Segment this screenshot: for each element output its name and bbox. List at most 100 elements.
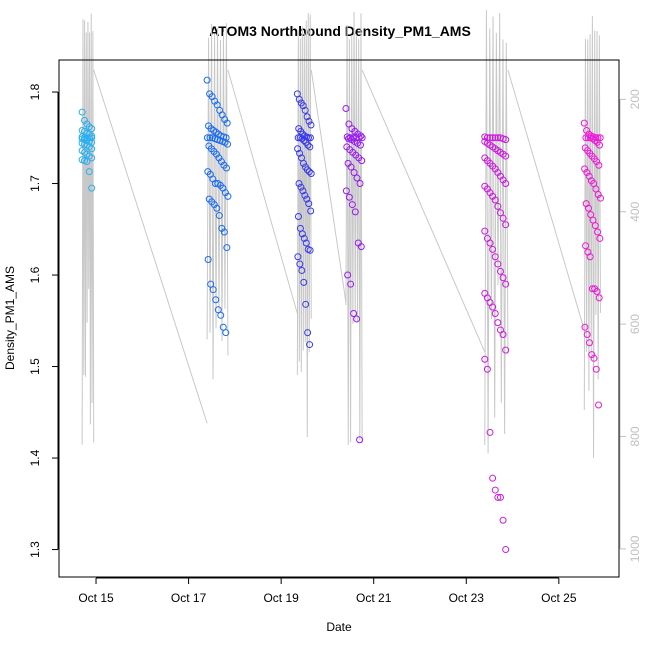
y-axis-label: Density_PM1_AMS	[3, 266, 17, 370]
data-point	[591, 137, 599, 145]
y-tick-label: 1.8	[28, 83, 42, 100]
data-point	[489, 134, 497, 142]
data-point	[356, 141, 364, 149]
y-tick-label: 1.3	[28, 541, 42, 558]
data-point	[596, 234, 604, 242]
data-point	[222, 329, 230, 337]
data-point	[351, 208, 359, 216]
data-point	[217, 311, 225, 319]
data-point	[583, 169, 591, 177]
data-point	[295, 180, 303, 188]
data-point	[88, 145, 96, 153]
data-point	[357, 132, 365, 140]
data-point	[298, 230, 306, 238]
data-point	[496, 267, 504, 275]
data-point	[212, 296, 220, 304]
transit-line	[361, 69, 486, 353]
data-point	[491, 196, 499, 204]
data-point	[356, 436, 364, 444]
data-points	[78, 76, 604, 554]
x-tick-label: Oct 19	[263, 591, 299, 605]
data-point	[307, 207, 315, 215]
data-point	[307, 169, 315, 177]
data-point	[496, 209, 504, 217]
data-point	[220, 228, 228, 236]
data-point	[592, 134, 600, 142]
data-point	[298, 266, 306, 274]
data-point	[583, 331, 591, 339]
data-point	[305, 200, 313, 208]
data-point	[502, 546, 510, 554]
data-point	[356, 180, 364, 188]
data-point	[348, 201, 356, 209]
data-point	[595, 161, 603, 169]
data-point	[207, 280, 215, 288]
x-axis: Oct 15 Oct 17 Oct 19 Oct 21 Oct 23 Oct 25	[78, 577, 577, 605]
data-point	[303, 195, 311, 203]
transit-line	[310, 69, 347, 303]
transit-line	[507, 69, 585, 331]
y-tick-label: 1.7	[28, 175, 42, 192]
data-point	[296, 149, 304, 157]
data-point	[582, 134, 590, 142]
altitude-trace	[583, 16, 601, 458]
transit-line	[93, 69, 208, 424]
data-point	[496, 493, 504, 501]
altitude-tick-label: 400	[628, 201, 642, 221]
data-point	[491, 309, 499, 317]
data-point	[489, 474, 497, 482]
data-point	[299, 187, 307, 195]
altitude-tick-label: 1000	[628, 535, 642, 562]
data-point	[305, 117, 313, 125]
data-point	[215, 212, 223, 220]
data-point	[353, 315, 361, 323]
data-point	[306, 143, 314, 151]
data-point	[294, 134, 302, 142]
data-point	[489, 245, 497, 253]
data-point	[596, 194, 604, 202]
data-point	[214, 306, 222, 314]
data-point	[342, 104, 350, 112]
chart-title: ATOM3 Northbound Density_PM1_AMS	[209, 23, 471, 39]
data-point	[294, 145, 302, 153]
data-point	[298, 135, 306, 143]
data-point	[585, 204, 593, 212]
x-tick-label: Oct 21	[356, 591, 392, 605]
plot-frame	[58, 59, 620, 578]
data-point	[88, 184, 96, 192]
data-point	[502, 136, 510, 144]
data-point	[581, 323, 589, 331]
data-point	[342, 187, 350, 195]
data-point	[223, 244, 231, 252]
data-point	[502, 346, 510, 354]
data-point	[300, 234, 308, 242]
data-point	[301, 191, 309, 199]
data-point	[499, 516, 507, 524]
data-point	[209, 286, 217, 294]
data-point	[222, 134, 230, 142]
x-tick-label: Oct 25	[541, 591, 577, 605]
data-point	[357, 243, 365, 251]
data-point	[595, 401, 603, 409]
data-point	[347, 163, 355, 171]
data-point	[78, 108, 86, 116]
data-point	[296, 260, 304, 268]
data-point	[306, 341, 314, 349]
data-point	[491, 486, 499, 494]
transit-line	[227, 69, 298, 314]
data-point	[223, 119, 231, 127]
data-point	[594, 228, 602, 236]
data-point	[222, 164, 230, 172]
data-point	[344, 135, 352, 143]
data-point	[300, 278, 308, 286]
data-point	[483, 365, 491, 373]
y-axis: 1.3 1.4 1.5 1.6 1.7 1.8	[28, 83, 59, 558]
y-tick-label: 1.6	[28, 266, 42, 283]
data-point	[592, 365, 600, 373]
data-point	[300, 137, 308, 145]
data-point	[347, 280, 355, 288]
data-point	[589, 135, 597, 143]
data-point	[584, 134, 592, 142]
x-axis-label: Date	[326, 620, 352, 634]
